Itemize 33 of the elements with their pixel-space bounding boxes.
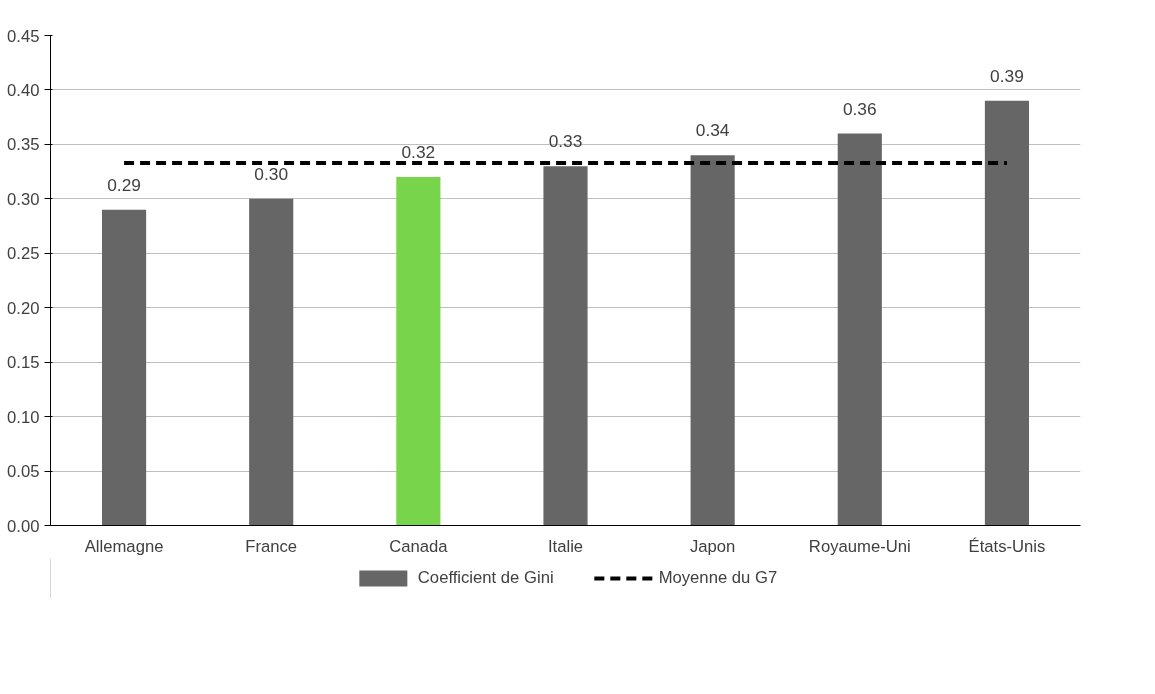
data-label: 0.29 bbox=[107, 174, 141, 195]
bar bbox=[837, 133, 882, 526]
x-tick-label: Japon bbox=[689, 536, 736, 556]
legend-label: Coefficient de Gini bbox=[417, 568, 554, 588]
bar bbox=[543, 166, 588, 526]
x-tick-label: France bbox=[245, 536, 298, 556]
y-tick-label: 0.25 bbox=[7, 244, 40, 264]
bar bbox=[984, 100, 1029, 526]
y-tick-label: 0.40 bbox=[7, 80, 40, 100]
bar bbox=[249, 198, 294, 526]
data-label: 0.30 bbox=[254, 163, 289, 184]
x-tick-label: Royaume-Uni bbox=[808, 536, 911, 556]
y-tick-label: 0.00 bbox=[7, 516, 40, 536]
data-label: 0.33 bbox=[548, 131, 583, 152]
x-tick-label: Italie bbox=[547, 536, 584, 556]
data-label: 0.34 bbox=[695, 120, 730, 141]
y-tick-label: 0.45 bbox=[7, 26, 40, 46]
bar bbox=[396, 177, 441, 526]
data-label: 0.36 bbox=[842, 98, 877, 119]
y-tick-label: 0.10 bbox=[7, 407, 40, 427]
y-tick-label: 0.30 bbox=[7, 189, 40, 209]
x-tick-label: Allemagne bbox=[84, 536, 164, 556]
bar bbox=[102, 209, 147, 526]
y-tick-label: 0.20 bbox=[7, 298, 40, 318]
y-tick-label: 0.05 bbox=[7, 462, 40, 482]
data-label: 0.32 bbox=[401, 142, 436, 163]
x-tick-label: États-Unis bbox=[968, 536, 1046, 556]
y-tick-label: 0.35 bbox=[7, 135, 40, 155]
y-tick-label: 0.15 bbox=[7, 353, 40, 373]
data-label: 0.39 bbox=[990, 65, 1024, 86]
bar bbox=[690, 155, 735, 526]
legend-label: Moyenne du G7 bbox=[658, 568, 778, 588]
x-tick-label: Canada bbox=[389, 536, 449, 556]
